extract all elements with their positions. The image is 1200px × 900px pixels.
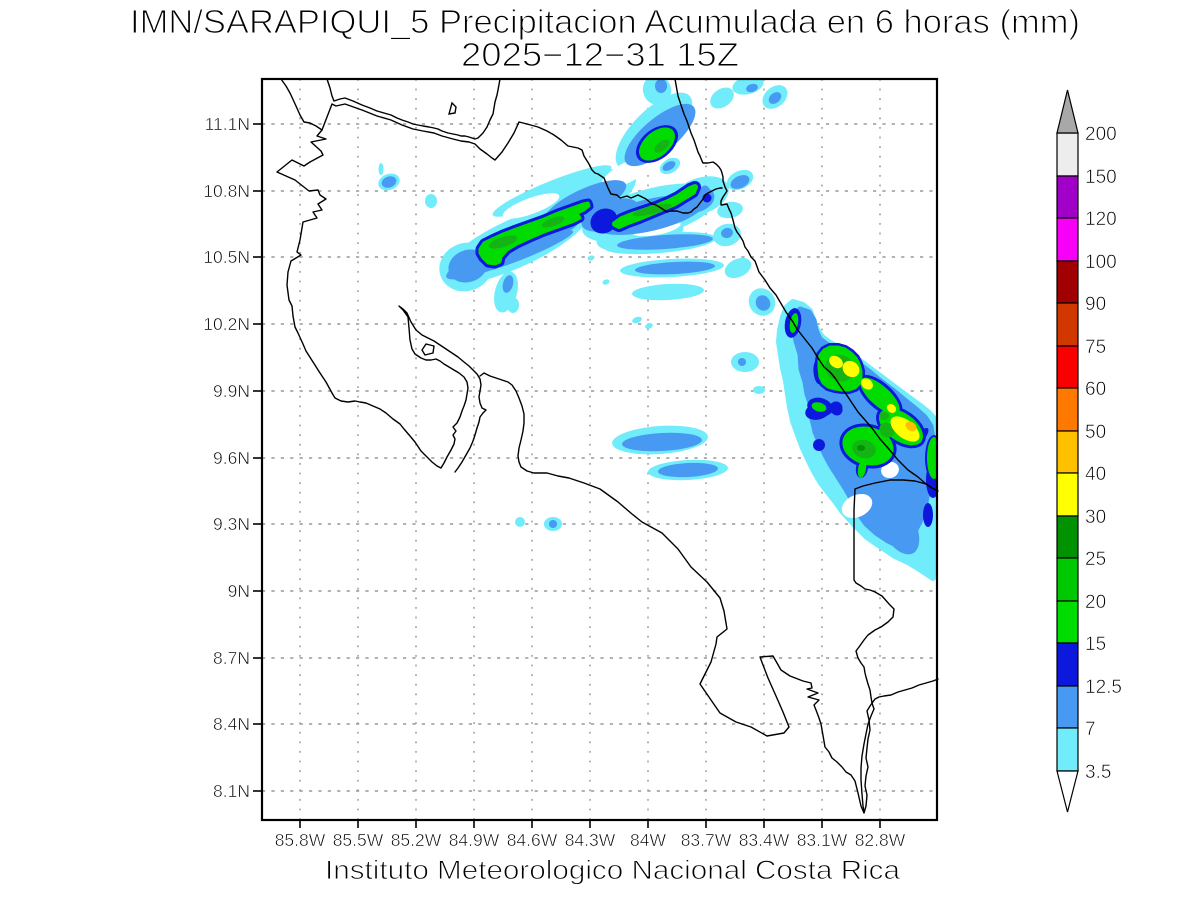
svg-text:84.9W: 84.9W <box>449 830 500 850</box>
svg-text:IMN/SARAPIQUI_5 Precipitacion: IMN/SARAPIQUI_5 Precipitacion Acumulada … <box>130 3 1080 40</box>
svg-text:10.2N: 10.2N <box>203 314 250 334</box>
svg-text:8.1N: 8.1N <box>213 781 250 801</box>
svg-text:60: 60 <box>1085 379 1106 400</box>
svg-text:11.1N: 11.1N <box>205 114 250 134</box>
svg-text:50: 50 <box>1085 422 1106 443</box>
svg-text:84.6W: 84.6W <box>507 830 558 850</box>
svg-text:8.4N: 8.4N <box>213 714 250 734</box>
svg-text:200: 200 <box>1085 124 1117 145</box>
svg-text:2025−12−31 15Z: 2025−12−31 15Z <box>461 36 739 73</box>
svg-text:82.8W: 82.8W <box>855 830 906 850</box>
svg-text:20: 20 <box>1085 592 1106 613</box>
svg-text:8.7N: 8.7N <box>213 648 250 668</box>
svg-text:85.2W: 85.2W <box>391 830 442 850</box>
svg-text:84W: 84W <box>630 830 666 850</box>
svg-text:9.3N: 9.3N <box>213 514 250 534</box>
svg-text:90: 90 <box>1085 294 1106 315</box>
svg-text:83.4W: 83.4W <box>739 830 790 850</box>
svg-text:100: 100 <box>1085 252 1117 273</box>
svg-text:12.5: 12.5 <box>1085 677 1122 698</box>
svg-text:120: 120 <box>1085 209 1117 230</box>
svg-text:150: 150 <box>1085 167 1117 188</box>
svg-text:Instituto Meteorologico Nacion: Instituto Meteorologico Nacional Costa R… <box>325 855 901 885</box>
svg-text:15: 15 <box>1085 634 1106 655</box>
svg-text:84.3W: 84.3W <box>565 830 616 850</box>
svg-text:10.5N: 10.5N <box>203 247 250 267</box>
svg-text:10.8N: 10.8N <box>203 181 250 201</box>
svg-text:9.6N: 9.6N <box>213 448 250 468</box>
svg-text:9N: 9N <box>228 581 250 601</box>
svg-text:9.9N: 9.9N <box>213 381 250 401</box>
svg-text:85.5W: 85.5W <box>333 830 384 850</box>
svg-text:25: 25 <box>1085 549 1106 570</box>
svg-text:3.5: 3.5 <box>1085 762 1111 783</box>
svg-text:7: 7 <box>1085 719 1096 740</box>
svg-text:40: 40 <box>1085 464 1106 485</box>
svg-text:75: 75 <box>1085 337 1106 358</box>
svg-text:85.8W: 85.8W <box>275 830 326 850</box>
svg-text:83.7W: 83.7W <box>681 830 732 850</box>
svg-text:83.1W: 83.1W <box>797 830 848 850</box>
svg-text:30: 30 <box>1085 507 1106 528</box>
